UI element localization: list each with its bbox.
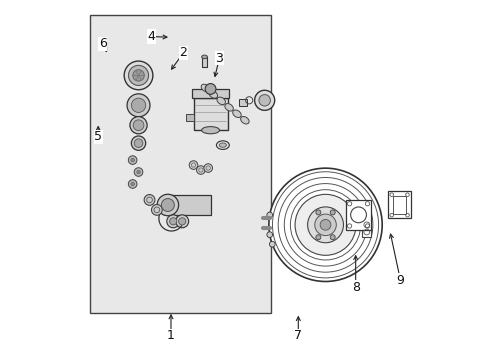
Bar [346, 200, 370, 230]
Circle shape [128, 156, 137, 165]
Circle shape [128, 180, 137, 188]
Bar [191, 89, 229, 98]
Circle shape [166, 215, 179, 228]
Circle shape [266, 232, 272, 238]
Bar [193, 98, 227, 130]
Text: 1: 1 [167, 329, 175, 342]
Circle shape [315, 235, 320, 240]
Bar [387, 192, 410, 219]
Circle shape [128, 66, 148, 85]
Circle shape [203, 164, 212, 172]
Circle shape [169, 218, 177, 225]
Circle shape [133, 70, 144, 81]
Circle shape [314, 214, 336, 235]
Circle shape [196, 166, 205, 174]
Circle shape [127, 94, 150, 117]
Bar [239, 99, 246, 106]
Text: 3: 3 [215, 51, 223, 64]
Text: 8: 8 [351, 281, 359, 294]
Text: 4: 4 [147, 30, 155, 43]
Circle shape [151, 204, 162, 215]
Circle shape [315, 210, 320, 215]
Ellipse shape [219, 143, 226, 147]
Circle shape [329, 210, 335, 215]
Circle shape [307, 207, 343, 243]
Circle shape [157, 194, 178, 216]
Circle shape [131, 136, 145, 150]
Bar [201, 57, 207, 67]
Circle shape [189, 161, 198, 169]
Circle shape [133, 120, 143, 131]
Ellipse shape [224, 104, 233, 111]
Circle shape [130, 117, 147, 134]
Circle shape [131, 182, 134, 186]
Bar [90, 15, 271, 313]
Circle shape [320, 220, 330, 230]
Circle shape [134, 139, 142, 148]
Circle shape [268, 168, 382, 282]
Text: 2: 2 [179, 46, 187, 59]
Text: 5: 5 [94, 130, 102, 144]
Ellipse shape [216, 141, 229, 149]
Text: 6: 6 [99, 37, 106, 50]
Circle shape [178, 218, 185, 225]
Bar [362, 220, 370, 237]
Ellipse shape [232, 110, 241, 117]
Circle shape [131, 98, 145, 112]
Ellipse shape [209, 91, 217, 98]
Circle shape [254, 90, 274, 111]
Ellipse shape [240, 117, 248, 124]
Text: 7: 7 [294, 329, 302, 342]
Circle shape [161, 199, 174, 211]
Circle shape [124, 61, 153, 90]
Circle shape [269, 241, 275, 247]
Circle shape [266, 212, 272, 218]
Circle shape [294, 194, 355, 255]
Ellipse shape [201, 55, 207, 59]
Ellipse shape [201, 127, 219, 134]
Circle shape [175, 215, 188, 228]
Bar [167, 195, 210, 215]
Circle shape [134, 168, 142, 176]
Circle shape [329, 235, 335, 240]
Circle shape [259, 95, 270, 106]
Ellipse shape [217, 97, 225, 105]
Ellipse shape [201, 84, 209, 92]
Circle shape [205, 84, 216, 94]
Bar [392, 196, 406, 214]
Bar [186, 114, 193, 121]
Circle shape [137, 170, 140, 174]
Text: 9: 9 [396, 274, 404, 287]
Circle shape [144, 194, 155, 205]
Circle shape [131, 158, 134, 162]
